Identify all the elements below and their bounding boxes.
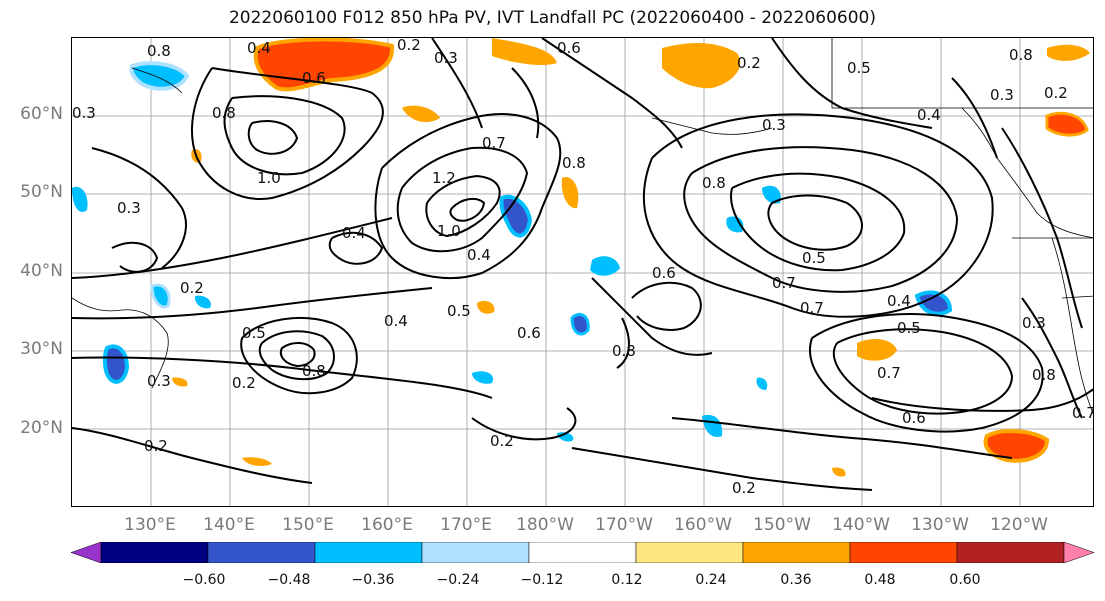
- contour-label: 0.8: [147, 42, 171, 60]
- contour-label: 0.4: [384, 312, 408, 330]
- lon-label: 150°E: [282, 515, 334, 535]
- contour-label: 0.3: [147, 372, 171, 390]
- contour-label: 0.2: [397, 38, 421, 54]
- lat-label: 20°N: [20, 418, 63, 438]
- contour-label: 0.6: [652, 264, 676, 282]
- contour-label: 0.3: [762, 116, 786, 134]
- colorbar-tick: 0.48: [864, 572, 896, 588]
- contour-label: 0.3: [1022, 314, 1046, 332]
- contour-label: 0.6: [302, 69, 326, 87]
- colorbar-extend-high: [1063, 542, 1094, 563]
- contour-label: 1.0: [437, 222, 461, 240]
- positive-anomalies: [172, 38, 1090, 477]
- colorbar-segment: [956, 542, 1065, 563]
- colorbar-segment: [314, 542, 423, 563]
- lat-label: 60°N: [20, 104, 63, 124]
- colorbar-tick: −0.60: [182, 572, 226, 588]
- lon-label: 170°E: [440, 515, 492, 535]
- colorbar-tick: −0.24: [436, 572, 480, 588]
- contour-labels: 0.8 0.4 0.3 0.2 0.6 0.6 0.2 0.8 0.5 0.3 …: [72, 38, 1094, 497]
- contour-label: 0.3: [434, 49, 458, 67]
- colorbar-tick: 0.12: [611, 572, 643, 588]
- colorbar-segment: [421, 542, 530, 563]
- contour-label: 0.7: [1072, 404, 1094, 422]
- lon-label: 130°E: [124, 515, 176, 535]
- contour-label: 0.6: [557, 39, 581, 57]
- map-panel: 0.8 0.4 0.3 0.2 0.6 0.6 0.2 0.8 0.5 0.3 …: [71, 37, 1094, 507]
- contour-label: 0.8: [302, 362, 326, 380]
- contour-label: 0.2: [180, 279, 204, 297]
- contour-label: 0.8: [612, 342, 636, 360]
- contour-label: 0.2: [232, 374, 256, 392]
- chart-title: 2022060100 F012 850 hPa PV, IVT Landfall…: [228, 8, 876, 28]
- contour-label: 0.6: [517, 324, 541, 342]
- lon-label: 160°E: [361, 515, 413, 535]
- negative-anomalies: [72, 61, 953, 442]
- contour-label: 0.4: [887, 292, 911, 310]
- contour-label: 0.2: [1044, 84, 1068, 102]
- contour-label: 0.2: [490, 432, 514, 450]
- colorbar-extend-low: [71, 542, 102, 563]
- contour-label: 1.2: [432, 169, 456, 187]
- lat-label: 50°N: [20, 182, 63, 202]
- contour-label: 0.6: [902, 409, 926, 427]
- colorbar: [71, 542, 1094, 563]
- contour-label: 0.7: [772, 274, 796, 292]
- lon-label: 150°W: [753, 515, 811, 535]
- contour-label: 0.5: [802, 249, 826, 267]
- colorbar-segment: [635, 542, 744, 563]
- lon-label: 120°W: [990, 515, 1048, 535]
- contour-label: 0.8: [1032, 366, 1056, 384]
- colorbar-tick: 0.24: [695, 572, 727, 588]
- contour-label: 0.5: [242, 324, 266, 342]
- colorbar-segment: [849, 542, 958, 563]
- contour-label: 0.3: [990, 86, 1014, 104]
- contour-label: 0.8: [212, 104, 236, 122]
- lon-label: 140°E: [203, 515, 255, 535]
- contour-label: 0.4: [917, 106, 941, 124]
- colorbar-tick: 0.36: [780, 572, 812, 588]
- pv-contours: [72, 38, 1093, 491]
- contour-label: 0.5: [447, 302, 471, 320]
- contour-label: 0.4: [247, 39, 271, 57]
- contour-label: 0.8: [562, 154, 586, 172]
- contour-label: 0.7: [800, 299, 824, 317]
- contour-label: 0.5: [847, 59, 871, 77]
- contour-label: 1.0: [257, 169, 281, 187]
- colorbar-segment: [742, 542, 851, 563]
- lat-label: 30°N: [20, 339, 63, 359]
- colorbar-segment: [207, 542, 316, 563]
- lon-label: 180°W: [516, 515, 574, 535]
- lat-label: 40°N: [20, 261, 63, 281]
- map-canvas: 0.8 0.4 0.3 0.2 0.6 0.6 0.2 0.8 0.5 0.3 …: [72, 38, 1094, 506]
- colorbar-tick: −0.48: [267, 572, 311, 588]
- contour-label: 0.3: [72, 104, 96, 122]
- contour-label: 0.4: [467, 246, 491, 264]
- lon-label: 130°W: [911, 515, 969, 535]
- contour-label: 0.5: [897, 319, 921, 337]
- contour-label: 0.8: [702, 174, 726, 192]
- coastlines: [72, 38, 1093, 415]
- colorbar-tick: 0.60: [949, 572, 981, 588]
- contour-label: 0.8: [1009, 46, 1033, 64]
- contour-label: 0.2: [732, 479, 756, 497]
- contour-label: 0.2: [144, 437, 168, 455]
- contour-label: 0.2: [737, 54, 761, 72]
- colorbar-segment: [100, 542, 209, 563]
- lon-label: 140°W: [832, 515, 890, 535]
- contour-label: 0.4: [342, 224, 366, 242]
- contour-label: 0.7: [482, 134, 506, 152]
- contour-label: 0.3: [117, 199, 141, 217]
- lon-label: 170°W: [595, 515, 653, 535]
- colorbar-segment: [528, 542, 637, 563]
- colorbar-tick: −0.12: [520, 572, 564, 588]
- lon-label: 160°W: [674, 515, 732, 535]
- colorbar-tick: −0.36: [351, 572, 395, 588]
- contour-label: 0.7: [877, 364, 901, 382]
